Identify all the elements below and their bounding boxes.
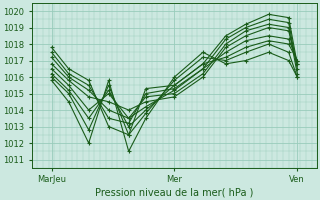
X-axis label: Pression niveau de la mer( hPa ): Pression niveau de la mer( hPa ) bbox=[95, 187, 253, 197]
